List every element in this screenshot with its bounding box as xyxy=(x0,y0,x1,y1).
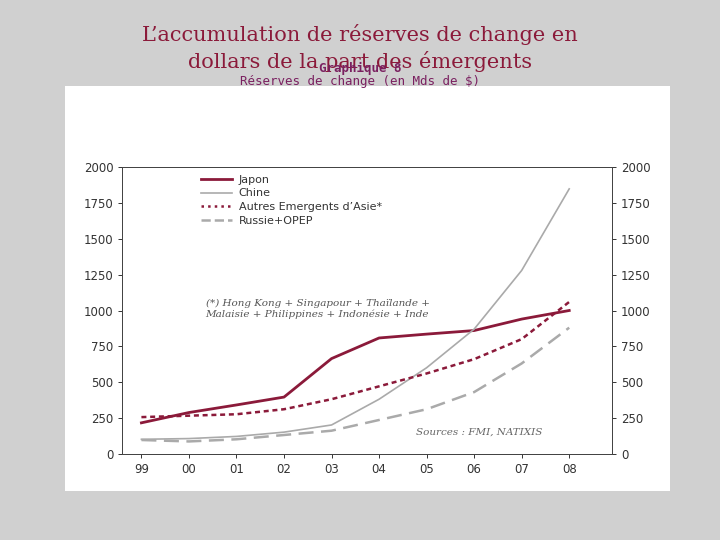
Text: Sources : FMI, NATIXIS: Sources : FMI, NATIXIS xyxy=(416,428,543,436)
Text: (*) Hong Kong + Singapour + Thaïlande +
Malaisie + Philippines + Indonésie + Ind: (*) Hong Kong + Singapour + Thaïlande + … xyxy=(206,299,430,319)
Legend: Japon, Chine, Autres Emergents d’Asie*, Russie+OPEP: Japon, Chine, Autres Emergents d’Asie*, … xyxy=(197,170,387,231)
Text: Réserves de change (en Mds de $): Réserves de change (en Mds de $) xyxy=(240,75,480,87)
Text: L’accumulation de réserves de change en
dollars de la part des émergents: L’accumulation de réserves de change en … xyxy=(142,24,578,72)
Text: Graphique 8: Graphique 8 xyxy=(319,62,401,75)
